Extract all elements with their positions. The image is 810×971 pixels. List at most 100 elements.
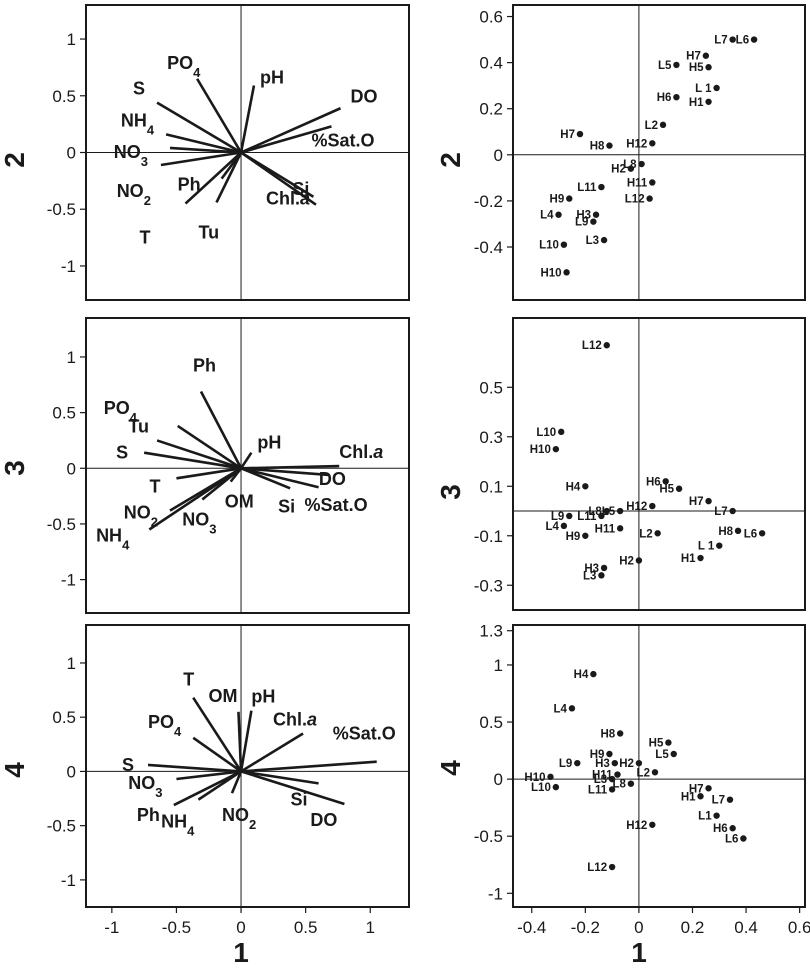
score-point — [649, 821, 656, 828]
point-label: H7 — [686, 51, 701, 63]
loading-vector — [240, 151, 317, 206]
score-point — [616, 507, 624, 515]
score-point — [702, 52, 710, 59]
point-label: L7 — [714, 35, 727, 47]
loading-vector — [240, 125, 332, 154]
point-label: H6 — [646, 476, 661, 488]
point-label: H5 — [649, 738, 664, 750]
point-label: L1 — [698, 811, 712, 823]
y-tick-label: -0.5 — [474, 827, 503, 846]
score-point — [560, 522, 568, 530]
point-label: H12 — [626, 501, 647, 513]
point-label: H1 — [681, 791, 696, 803]
x-tick-label: -0.5 — [162, 918, 191, 937]
row-label-2-right: 2 — [435, 152, 466, 168]
loading-vector — [240, 732, 304, 773]
y-tick-label: -1 — [61, 257, 76, 276]
loading-vector — [184, 151, 242, 205]
vector-label: OM — [208, 686, 237, 706]
score-point — [598, 512, 605, 520]
score-point — [598, 572, 605, 579]
vector-label: S — [122, 755, 134, 775]
point-label: H2 — [619, 556, 634, 568]
score-point — [555, 211, 562, 218]
x-tick-label: 0.6 — [788, 918, 810, 937]
score-point — [758, 530, 766, 537]
y-tick-label: 1.3 — [479, 622, 503, 641]
plot-frame — [512, 317, 806, 611]
loading-vector — [160, 151, 242, 167]
score-point — [651, 769, 659, 776]
vector-label: pH — [260, 68, 284, 88]
panel-2: 0.6 0.4 0.2 0 -0.2 -0.4 L7 L6 H7 L5 H5 L 1 H6 H1 L2 H7 H… — [474, 4, 806, 301]
loading-vector — [240, 770, 319, 785]
score-point — [568, 705, 576, 712]
vector-label: T — [183, 670, 194, 690]
column-label-left: 1 — [233, 937, 249, 968]
point-label: L9 — [559, 758, 572, 770]
score-point — [552, 783, 560, 791]
row-label-4: 4 — [0, 762, 30, 778]
loading-vector — [229, 467, 243, 483]
score-point — [608, 775, 616, 783]
y-tick-label: -0.5 — [47, 515, 76, 534]
loading-vector — [143, 451, 242, 470]
vector-label: pH — [257, 433, 281, 453]
score-point — [705, 64, 712, 71]
row-label-2: 2 — [0, 152, 30, 168]
y-tick-label: 0.5 — [52, 404, 76, 423]
point-label: L2 — [637, 767, 650, 779]
x-tick-label: -1 — [104, 918, 119, 937]
y-tick-label: -0.5 — [47, 817, 76, 836]
point-label: H8 — [590, 141, 605, 153]
vector-label: NH4 — [96, 526, 130, 553]
score-point — [697, 554, 704, 562]
point-label: L4 — [554, 703, 568, 715]
score-point — [705, 98, 712, 105]
point-label: L10 — [539, 240, 559, 252]
vector-label: OM — [225, 492, 254, 512]
score-point — [635, 759, 643, 767]
loading-vector — [239, 710, 253, 772]
vector-label: NO2 — [222, 805, 256, 832]
y-tick-label: 0.5 — [52, 87, 76, 106]
point-label: H1 — [681, 553, 696, 565]
score-point — [627, 165, 635, 172]
point-label: H2 — [619, 758, 634, 770]
score-point — [547, 773, 554, 781]
score-point — [576, 130, 584, 138]
point-label: L 1 — [698, 541, 715, 553]
score-point — [600, 564, 608, 572]
row-label-4-right: 4 — [435, 760, 466, 776]
vector-label: DO — [310, 810, 337, 830]
point-label: H12 — [626, 138, 647, 150]
y-tick-label: 1 — [67, 654, 76, 673]
score-point — [598, 183, 605, 191]
score-point — [713, 84, 720, 92]
score-point — [552, 445, 560, 453]
y-tick-label: 0 — [67, 459, 76, 478]
score-point — [638, 160, 645, 168]
point-label: L10 — [531, 782, 551, 794]
vector-label: %Sat.O — [305, 495, 368, 515]
score-point — [566, 195, 573, 202]
point-label: H11 — [627, 177, 648, 189]
score-point — [563, 269, 570, 276]
x-tick-label: 0 — [634, 918, 643, 937]
y-tick-label: -0.5 — [47, 200, 76, 219]
point-label: L8 — [612, 779, 626, 791]
plot-frame — [85, 317, 410, 614]
loading-vector — [240, 760, 377, 773]
score-point — [713, 812, 720, 819]
point-label: L3 — [594, 774, 607, 786]
point-label: L4 — [540, 210, 554, 222]
point-label: L12 — [582, 340, 602, 352]
score-point — [649, 179, 656, 186]
score-point — [654, 530, 661, 537]
vector-label: NO3 — [128, 773, 162, 800]
score-point — [558, 428, 565, 436]
point-label: H11 — [592, 770, 613, 782]
point-label: L11 — [577, 511, 597, 523]
